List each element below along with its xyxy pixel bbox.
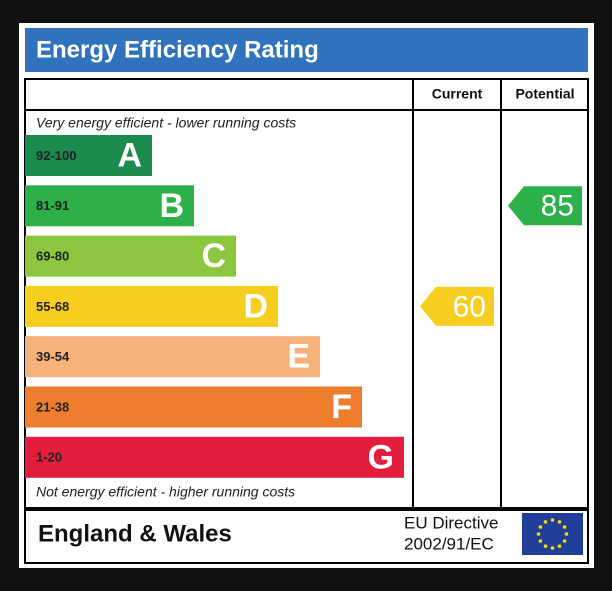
star (562, 539, 567, 543)
top-note: Very energy efficient - lower running co… (36, 115, 296, 131)
band-bar (25, 336, 320, 378)
region: England & Wales (38, 520, 232, 547)
band-letter: G (368, 438, 394, 476)
star (538, 539, 543, 543)
band-range: 1-20 (36, 450, 62, 465)
band-range: 69-80 (36, 249, 69, 264)
star (564, 532, 569, 536)
band-bar (25, 436, 404, 478)
current-header: Current (432, 86, 483, 102)
band-letter: C (201, 237, 226, 275)
directive-line: EU Directive (404, 513, 498, 532)
star (550, 518, 555, 522)
rating-arrow (508, 186, 582, 226)
star (550, 546, 555, 550)
band-bar (25, 185, 194, 227)
star (562, 525, 567, 529)
title: Energy Efficiency Rating (36, 36, 319, 63)
band-bar (25, 285, 278, 327)
eu-stars (536, 518, 569, 550)
title-bar (25, 28, 588, 72)
band-range: 81-91 (36, 198, 69, 213)
star (557, 544, 562, 548)
star (543, 544, 548, 548)
band-letter: D (243, 287, 268, 325)
band-letter: E (287, 338, 310, 376)
band-letter: F (331, 388, 352, 426)
band-range: 21-38 (36, 399, 69, 414)
band-letter: A (117, 136, 142, 174)
directive-line: 2002/91/EC (404, 534, 494, 553)
rating-value: 60 (453, 290, 486, 323)
band-bar (25, 235, 236, 277)
rating-arrow (420, 286, 494, 326)
band-bar (25, 135, 152, 176)
bottom-note: Not energy efficient - higher running co… (36, 484, 295, 500)
potential-header: Potential (515, 86, 574, 102)
star (557, 520, 562, 524)
band-letter: B (159, 187, 184, 225)
band-bar (25, 386, 362, 428)
band-range: 92-100 (36, 148, 76, 163)
star (536, 532, 541, 536)
footer-border (24, 509, 589, 564)
band-range: 39-54 (36, 349, 70, 364)
rating-value: 85 (541, 190, 574, 223)
star (543, 520, 548, 524)
band-range: 55-68 (36, 299, 69, 314)
star (538, 525, 543, 529)
